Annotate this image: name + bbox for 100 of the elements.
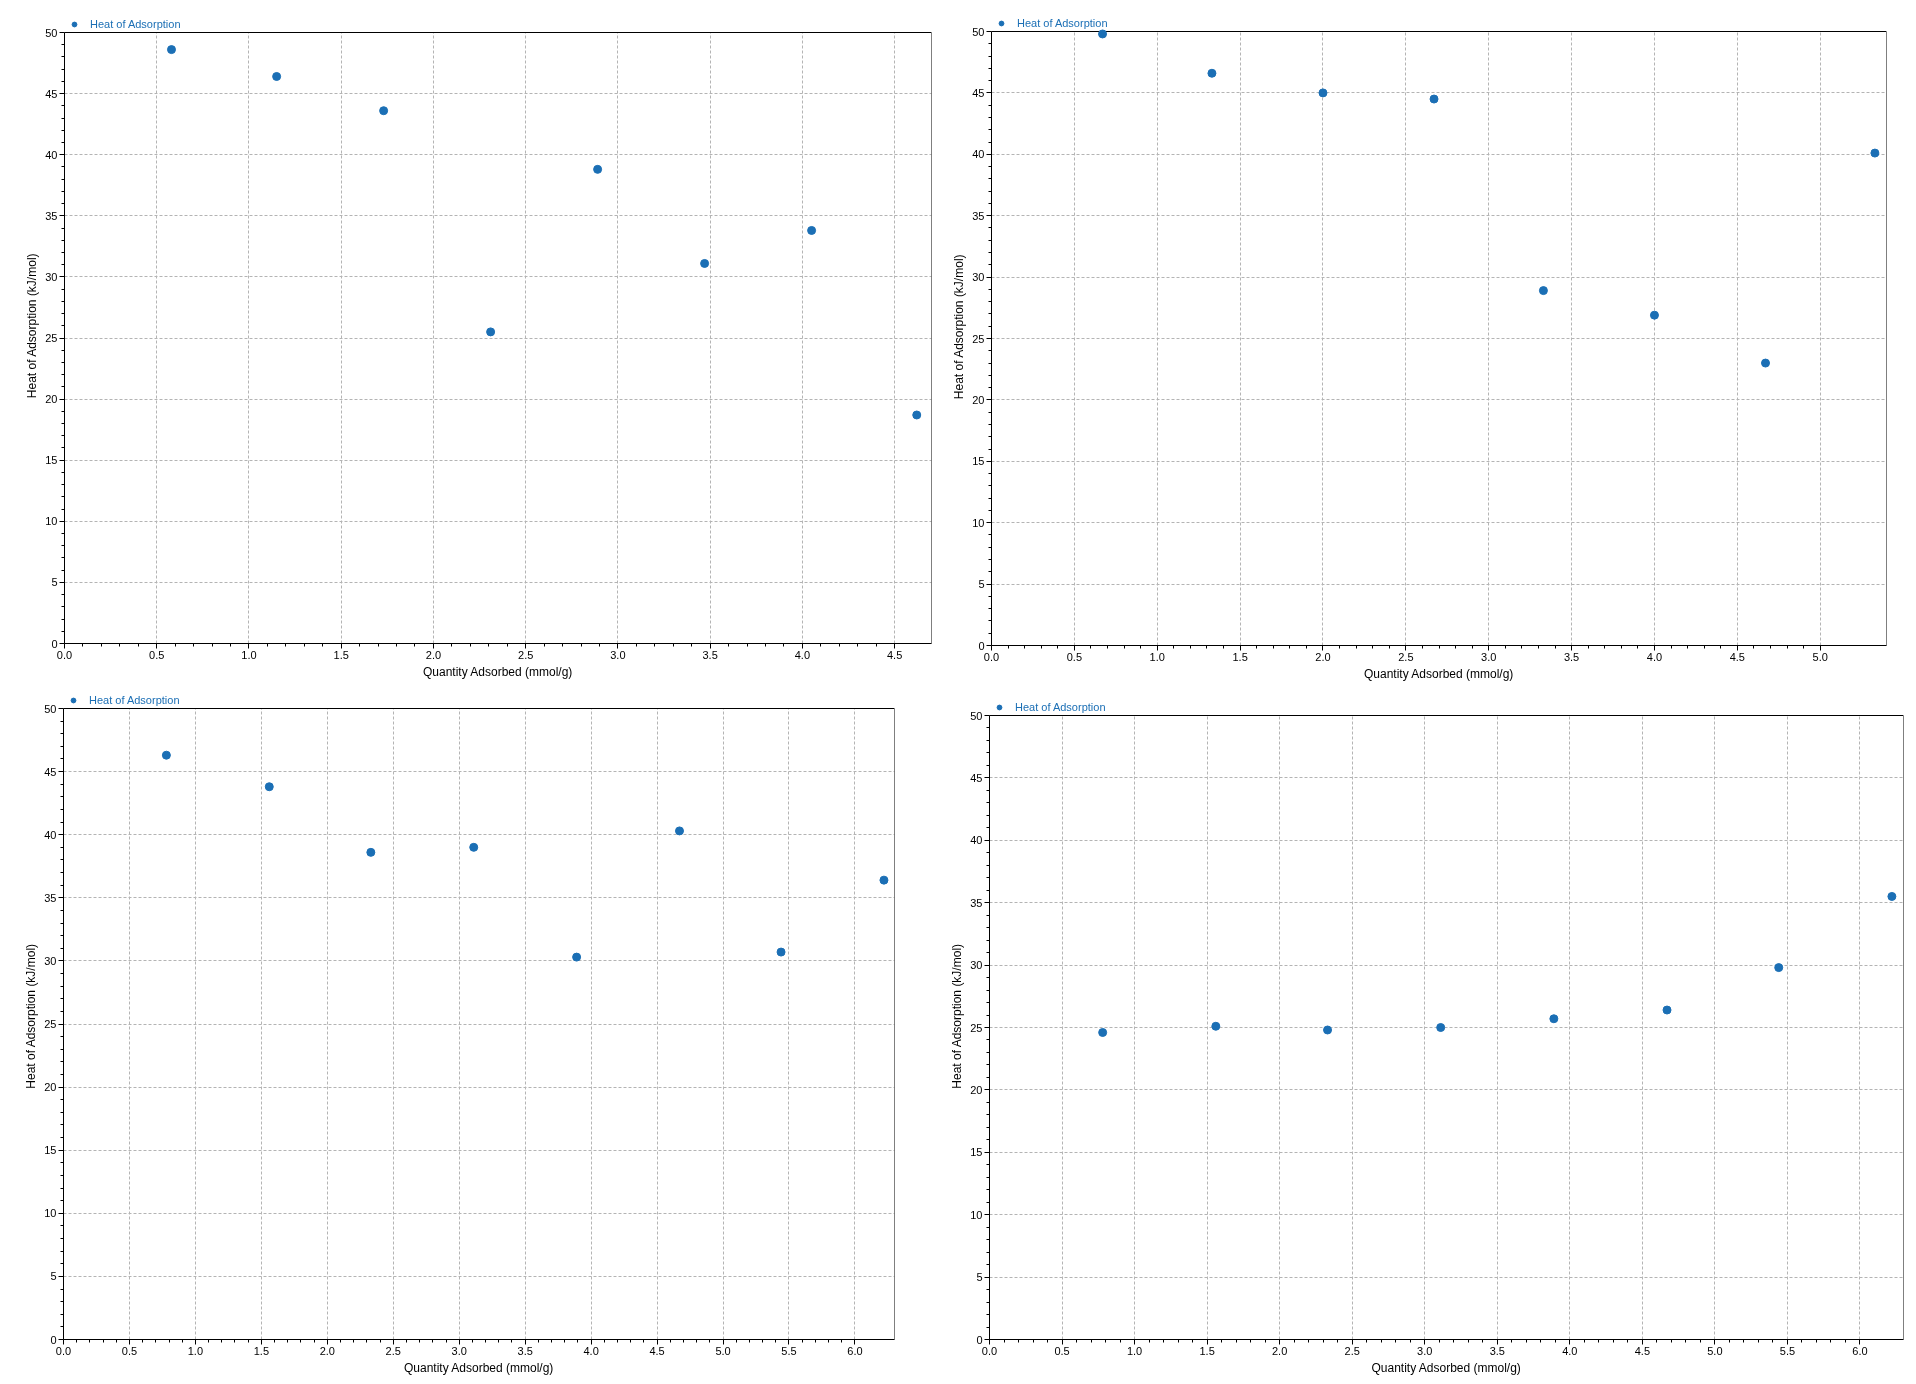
y-axis-title: Heat of Adsorption (kJ/mol): [950, 943, 965, 1089]
point: [1323, 1025, 1333, 1035]
y-tick-label: 5: [978, 578, 985, 591]
y-tick-label: 40: [972, 148, 985, 161]
y-tick-label: 30: [972, 271, 985, 284]
x-tick-label: 4.5: [1634, 1344, 1651, 1357]
x-tick-label: 4.0: [794, 648, 811, 661]
point: [379, 106, 389, 116]
point: [1436, 1023, 1446, 1032]
point: [1649, 310, 1659, 320]
x-tick-label: 0.5: [1066, 650, 1083, 663]
y-axis-title: Heat of Adsorption (kJ/mol): [25, 253, 40, 399]
y-tick-label: 50: [44, 702, 57, 715]
point: [1429, 94, 1439, 104]
x-tick-label: 4.0: [1562, 1344, 1578, 1357]
y-tick-label: 40: [970, 834, 983, 847]
point: [1098, 1028, 1108, 1037]
x-tick-label: 3.0: [1481, 650, 1497, 663]
point: [1549, 1014, 1559, 1024]
point: [593, 164, 603, 174]
point: [1662, 1005, 1672, 1015]
x-tick-label: 2.5: [1344, 1344, 1360, 1357]
x-tick-label: 3.0: [1417, 1344, 1433, 1357]
x-tick-label: 3.5: [702, 648, 718, 661]
y-axis-title: Heat of Adsorption (kJ/mol): [952, 254, 967, 400]
point: [879, 875, 889, 885]
point: [675, 826, 684, 836]
legend-label: Heat of Adsorption: [1017, 17, 1108, 29]
point: [1870, 148, 1880, 158]
x-tick-label: 2.0: [1315, 650, 1331, 663]
y-tick-label: 0: [50, 1333, 57, 1346]
point: [1774, 963, 1784, 973]
y-tick-label: 5: [50, 1270, 57, 1283]
y-tick-label: 30: [45, 270, 58, 283]
x-tick-label: 0.5: [121, 1344, 138, 1357]
y-tick-label: 25: [45, 332, 58, 344]
y-tick-label: 50: [970, 709, 983, 722]
point: [1538, 286, 1548, 296]
y-tick-label: 15: [44, 1144, 57, 1157]
x-tick-label: 5.0: [715, 1344, 731, 1357]
y-tick-label: 30: [44, 954, 57, 967]
x-tick-label: 5.5: [781, 1344, 797, 1357]
y-tick-label: 25: [970, 1021, 983, 1034]
x-axis-title: Quantity Adsorbed (mmol/g): [1371, 1360, 1521, 1375]
y-tick-label: 10: [972, 516, 985, 529]
y-tick-label: 45: [970, 771, 983, 784]
y-tick-label: 45: [972, 86, 985, 99]
x-tick-label: 0.0: [983, 650, 1000, 663]
point: [1887, 891, 1897, 901]
point: [700, 258, 710, 268]
x-tick-label: 5.0: [1707, 1344, 1723, 1357]
y-tick-label: 40: [44, 828, 57, 841]
x-tick-label: 3.5: [1489, 1344, 1505, 1357]
y-tick-label: 35: [972, 209, 985, 222]
y-tick-label: 50: [45, 26, 58, 39]
x-tick-label: 6.0: [1852, 1344, 1868, 1357]
x-axis-title: Quantity Adsorbed (mmol/g): [403, 1360, 554, 1375]
y-tick-label: 0: [978, 639, 985, 652]
point: [469, 842, 479, 852]
y-tick-label: 5: [51, 576, 58, 589]
x-tick-label: 0.5: [149, 648, 165, 661]
x-tick-label: 4.0: [583, 1344, 599, 1357]
y-tick-label: 35: [45, 209, 58, 222]
y-tick-label: 20: [45, 393, 58, 406]
x-tick-label: 3.0: [610, 648, 626, 661]
x-tick-label: 4.5: [649, 1344, 665, 1357]
x-tick-label: 1.0: [187, 1344, 204, 1357]
x-tick-label: 5.5: [1779, 1344, 1796, 1357]
x-axis-title: Quantity Adsorbed (mmol/g): [1363, 666, 1514, 681]
point: [1207, 68, 1217, 78]
y-tick-label: 0: [976, 1333, 983, 1346]
y-tick-label: 0: [51, 637, 58, 650]
x-tick-label: 2.0: [319, 1344, 335, 1357]
legend-label: Heat of Adsorption: [1015, 701, 1106, 713]
x-tick-label: 1.0: [1126, 1344, 1143, 1357]
y-tick-label: 20: [44, 1081, 57, 1094]
y-tick-label: 15: [972, 455, 985, 468]
y-tick-label: 50: [972, 25, 985, 38]
point: [807, 225, 817, 235]
point: [1761, 358, 1771, 368]
x-tick-label: 1.5: [1199, 1344, 1215, 1357]
point: [776, 947, 786, 957]
x-tick-label: 5.0: [1812, 650, 1828, 663]
x-tick-label: 4.5: [886, 648, 903, 661]
point: [912, 410, 922, 420]
x-tick-label: 6.0: [847, 1344, 863, 1357]
x-tick-label: 4.5: [1729, 650, 1745, 663]
y-tick-label: 10: [970, 1208, 983, 1221]
y-tick-label: 20: [972, 393, 985, 406]
point: [1318, 88, 1328, 98]
x-tick-label: 1.5: [253, 1344, 270, 1357]
x-tick-label: 1.0: [1149, 650, 1165, 663]
y-axis-title: Heat of Adsorption (kJ/mol): [24, 943, 39, 1089]
y-tick-label: 20: [970, 1083, 983, 1096]
y-tick-label: 45: [44, 765, 57, 778]
y-tick-label: 35: [44, 891, 57, 904]
point: [572, 952, 582, 962]
x-tick-label: 0.0: [981, 1344, 998, 1357]
y-tick-label: 5: [976, 1271, 983, 1284]
x-tick-label: 2.0: [425, 648, 442, 661]
